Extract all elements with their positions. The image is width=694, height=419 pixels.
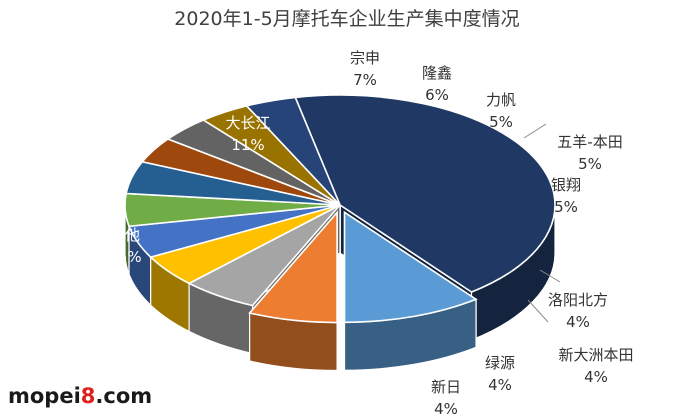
slice-percent-label-8: 4% — [566, 313, 590, 331]
watermark-suffix: .com — [95, 384, 153, 408]
watermark-digit: 8 — [80, 384, 96, 408]
slice-percent-label-1: 11% — [231, 136, 264, 154]
slice-percent-label-5: 5% — [578, 155, 602, 173]
slice-name-label-5: 五羊-本田 — [557, 133, 622, 151]
pie-slice-11 — [245, 96, 341, 206]
slice-name-label-8: 洛阳北方 — [548, 291, 608, 309]
slice-name-label-2: 宗申 — [350, 49, 380, 67]
pie-labels: 其他 45% 大长江 11% 宗申 7% 隆鑫 6% 力帆 5% 五羊-本田 5% 银翔 5% 洛阳北方 4%… — [108, 49, 633, 418]
slice-percent-label-9: 4% — [584, 368, 608, 386]
slice-name-label-4: 力帆 — [486, 91, 516, 109]
slice-name-label-3: 隆鑫 — [422, 64, 452, 82]
pie-slice-2 — [248, 210, 338, 324]
watermark: mopei8.com — [8, 384, 152, 408]
slice-percent-label-11: 4% — [434, 400, 458, 418]
leader-line-1 — [539, 269, 561, 283]
slice-percent-label-10: 4% — [488, 376, 512, 394]
leader-line-2 — [527, 299, 549, 323]
pie-tops — [124, 94, 556, 324]
slice-name-label-0: 其他 — [110, 226, 140, 244]
pie-slice-0 — [294, 94, 556, 293]
leader-line-0 — [523, 123, 547, 139]
watermark-prefix: mopei — [8, 384, 81, 408]
slice-name-label-10: 绿源 — [485, 354, 515, 372]
slice-name-label-9: 新大洲本田 — [558, 346, 633, 364]
slice-name-label-1: 大长江 — [225, 114, 270, 132]
pie-slice-1 — [343, 210, 478, 324]
slice-percent-label-4: 5% — [489, 113, 513, 131]
slice-name-label-11: 新日 — [431, 378, 461, 396]
slice-percent-label-3: 6% — [425, 86, 449, 104]
slice-percent-label-2: 7% — [353, 71, 377, 89]
slice-percent-label-0: 45% — [108, 248, 141, 266]
slice-name-label-6: 银翔 — [551, 176, 581, 194]
chart-title: 2020年1-5月摩托车企业生产集中度情况 — [174, 8, 520, 30]
slice-percent-label-6: 5% — [554, 198, 578, 216]
